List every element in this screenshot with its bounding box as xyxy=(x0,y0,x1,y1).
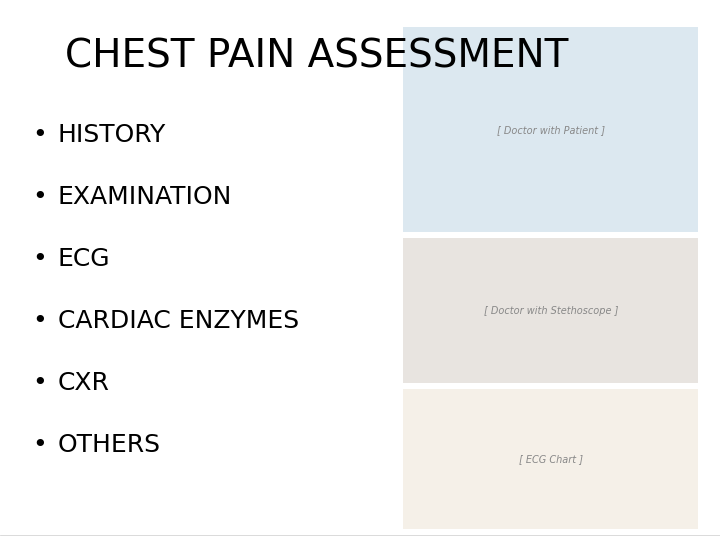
Text: CXR: CXR xyxy=(58,372,109,395)
FancyBboxPatch shape xyxy=(403,238,698,383)
Text: EXAMINATION: EXAMINATION xyxy=(58,185,232,209)
Text: [ Doctor with Stethoscope ]: [ Doctor with Stethoscope ] xyxy=(484,306,618,315)
Text: •: • xyxy=(32,247,47,271)
Text: ECG: ECG xyxy=(58,247,110,271)
Text: CARDIAC ENZYMES: CARDIAC ENZYMES xyxy=(58,309,299,333)
Text: OTHERS: OTHERS xyxy=(58,434,161,457)
Text: [ Doctor with Patient ]: [ Doctor with Patient ] xyxy=(497,125,605,134)
Text: •: • xyxy=(32,434,47,457)
Text: HISTORY: HISTORY xyxy=(58,123,166,147)
Text: •: • xyxy=(32,309,47,333)
FancyBboxPatch shape xyxy=(403,389,698,529)
Text: CHEST PAIN ASSESSMENT: CHEST PAIN ASSESSMENT xyxy=(65,38,569,76)
Text: •: • xyxy=(32,372,47,395)
FancyBboxPatch shape xyxy=(403,27,698,232)
Text: •: • xyxy=(32,123,47,147)
Text: •: • xyxy=(32,185,47,209)
Text: [ ECG Chart ]: [ ECG Chart ] xyxy=(519,454,582,464)
